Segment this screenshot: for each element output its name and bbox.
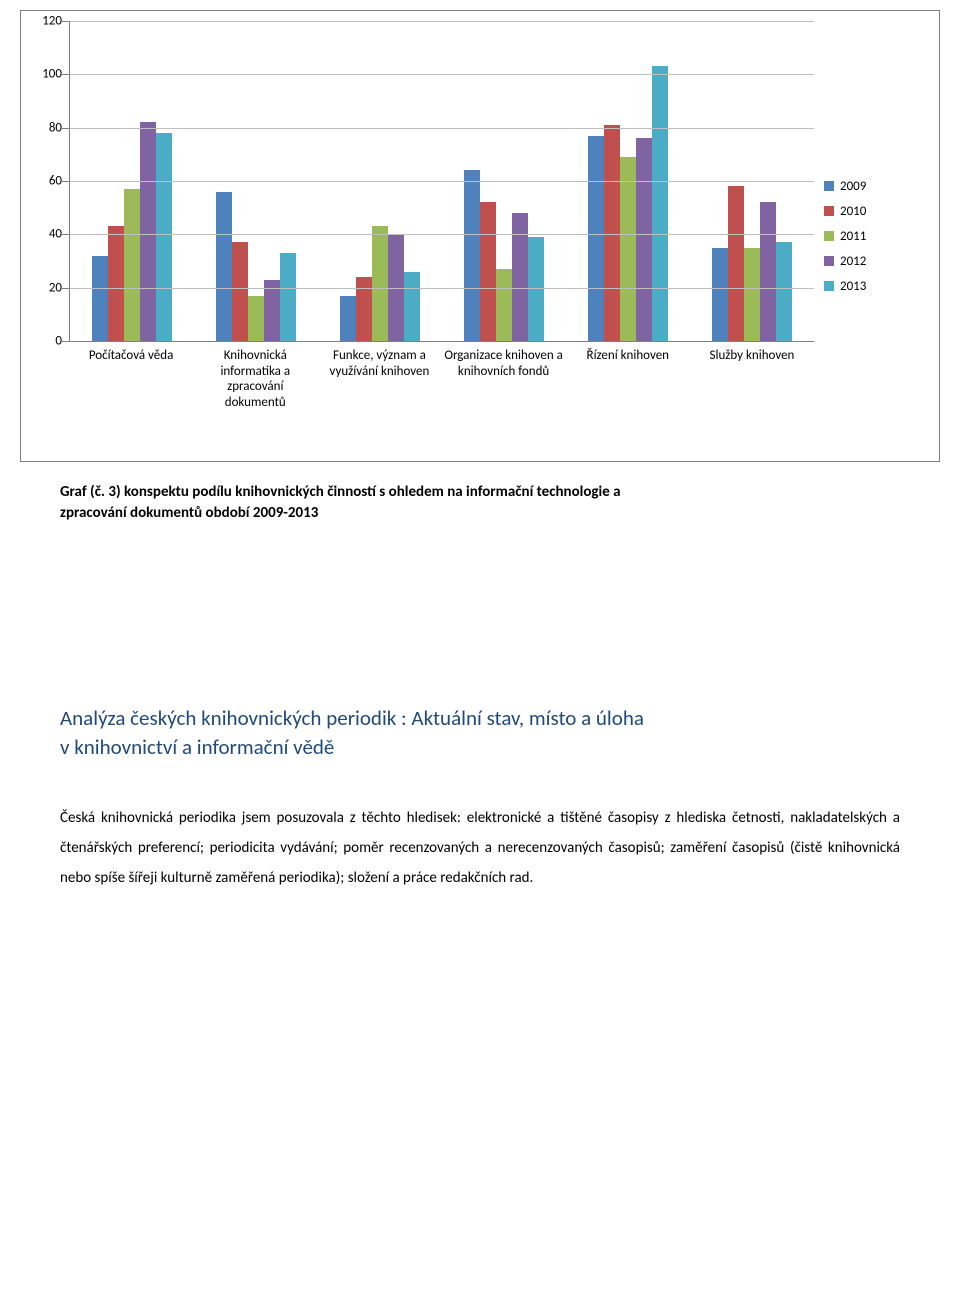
bar (264, 280, 280, 341)
y-tick (62, 21, 70, 22)
legend-item: 2011 (824, 229, 924, 244)
bar (652, 66, 668, 341)
section-heading: Analýza českých knihovnických periodik :… (60, 704, 900, 763)
bar (712, 248, 728, 341)
y-tick (62, 128, 70, 129)
bar (140, 122, 156, 341)
bar (512, 213, 528, 341)
bar (496, 269, 512, 341)
bar (776, 242, 792, 341)
y-tick (62, 181, 70, 182)
legend-label: 2009 (840, 179, 866, 194)
bar (604, 125, 620, 341)
bar (280, 253, 296, 341)
bar-chart: 020406080100120 Počítačová vědaKnihovnic… (20, 10, 940, 462)
bar (636, 138, 652, 341)
y-axis-label: 120 (32, 14, 62, 29)
legend-label: 2012 (840, 254, 866, 269)
y-tick (62, 234, 70, 235)
bar (232, 242, 248, 341)
bar (124, 189, 140, 341)
bar (760, 202, 776, 341)
bar (340, 296, 356, 341)
legend-label: 2013 (840, 279, 866, 294)
bar (216, 192, 232, 341)
y-axis-label: 80 (32, 120, 62, 135)
gridline (70, 288, 814, 289)
y-axis-label: 0 (32, 334, 62, 349)
legend-swatch (824, 256, 834, 266)
gridline (70, 128, 814, 129)
bar (156, 133, 172, 341)
legend-label: 2010 (840, 204, 866, 219)
chart-caption: Graf (č. 3) konspektu podílu knihovnický… (60, 482, 900, 524)
legend-swatch (824, 206, 834, 216)
bar (248, 296, 264, 341)
gridline (70, 181, 814, 182)
legend-swatch (824, 181, 834, 191)
legend-item: 2013 (824, 279, 924, 294)
bar (528, 237, 544, 341)
gridline (70, 21, 814, 22)
bar (108, 226, 124, 341)
legend-swatch (824, 231, 834, 241)
x-axis-label: Knihovnická informatika a zpracování dok… (193, 348, 317, 410)
legend-item: 2009 (824, 179, 924, 194)
y-axis-label: 60 (32, 174, 62, 189)
bar (92, 256, 108, 341)
x-axis-label: Funkce, význam a využívání knihoven (317, 348, 441, 410)
x-axis-label: Počítačová věda (69, 348, 193, 410)
bar (588, 136, 604, 341)
y-axis-label: 20 (32, 280, 62, 295)
legend-item: 2012 (824, 254, 924, 269)
y-tick (62, 74, 70, 75)
x-axis-label: Služby knihoven (690, 348, 814, 410)
bar (728, 186, 744, 341)
y-axis-label: 40 (32, 227, 62, 242)
x-axis-label: Řízení knihoven (566, 348, 690, 410)
bar (372, 226, 388, 341)
bar (464, 170, 480, 341)
y-tick (62, 288, 70, 289)
bar (744, 248, 760, 341)
legend-swatch (824, 281, 834, 291)
x-axis-label: Organizace knihoven a knihovních fondů (442, 348, 566, 410)
bar (480, 202, 496, 341)
y-axis-label: 100 (32, 67, 62, 82)
bar (356, 277, 372, 341)
body-paragraph: Česká knihovnická periodika jsem posuzov… (60, 803, 900, 893)
bar (404, 272, 420, 341)
chart-legend: 2009 2010 2011 2012 2013 (824, 11, 939, 461)
legend-item: 2010 (824, 204, 924, 219)
legend-label: 2011 (840, 229, 866, 244)
plot-area: 020406080100120 (69, 21, 814, 342)
gridline (70, 74, 814, 75)
y-tick (62, 341, 70, 342)
gridline (70, 234, 814, 235)
bar (620, 157, 636, 341)
